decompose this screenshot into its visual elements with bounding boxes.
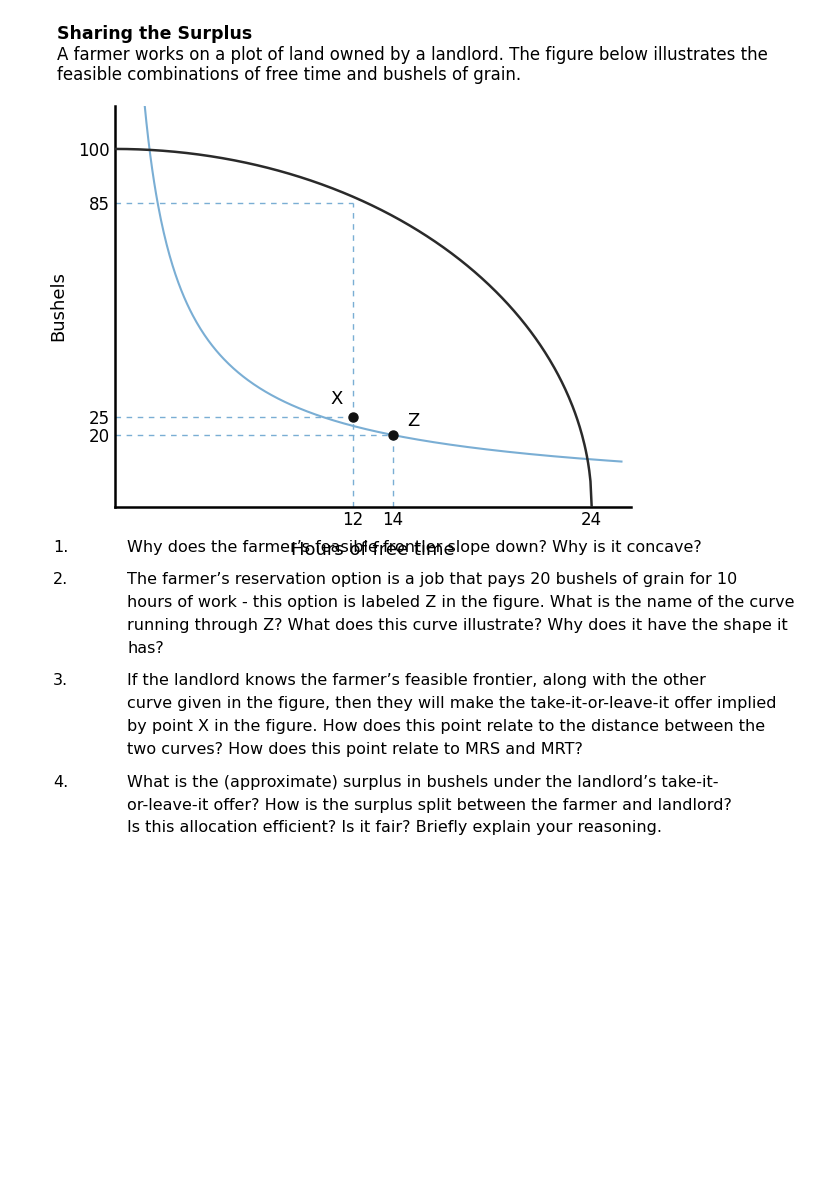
Text: X: X bbox=[331, 390, 343, 409]
Text: 3.: 3. bbox=[53, 674, 68, 688]
Text: If the landlord knows the farmer’s feasible frontier, along with the other: If the landlord knows the farmer’s feasi… bbox=[127, 674, 705, 688]
Text: by point X in the figure. How does this point relate to the distance between the: by point X in the figure. How does this … bbox=[127, 719, 764, 734]
Text: A farmer works on a plot of land owned by a landlord. The figure below illustrat: A farmer works on a plot of land owned b… bbox=[57, 46, 767, 64]
Text: feasible combinations of free time and bushels of grain.: feasible combinations of free time and b… bbox=[57, 66, 521, 84]
Text: Sharing the Surplus: Sharing the Surplus bbox=[57, 25, 252, 42]
Text: The farmer’s reservation option is a job that pays 20 bushels of grain for 10: The farmer’s reservation option is a job… bbox=[127, 571, 736, 587]
Text: 4.: 4. bbox=[53, 775, 69, 789]
Text: or-leave-it offer? How is the surplus split between the farmer and landlord?: or-leave-it offer? How is the surplus sp… bbox=[127, 798, 731, 813]
Text: 1.: 1. bbox=[53, 540, 69, 555]
Text: Z: Z bbox=[406, 411, 419, 430]
X-axis label: Hours of free time: Hours of free time bbox=[291, 541, 455, 558]
Text: has?: has? bbox=[127, 641, 164, 656]
Text: running through Z? What does this curve illustrate? Why does it have the shape i: running through Z? What does this curve … bbox=[127, 617, 787, 633]
Text: Why does the farmer’s feasible frontier slope down? Why is it concave?: Why does the farmer’s feasible frontier … bbox=[127, 540, 701, 555]
Text: 2.: 2. bbox=[53, 571, 69, 587]
Y-axis label: Bushels: Bushels bbox=[49, 271, 67, 342]
Text: two curves? How does this point relate to MRS and MRT?: two curves? How does this point relate t… bbox=[127, 742, 582, 757]
Text: curve given in the figure, then they will make the take-it-or-leave-it offer imp: curve given in the figure, then they wil… bbox=[127, 696, 776, 712]
Text: hours of work - this option is labeled Z in the figure. What is the name of the : hours of work - this option is labeled Z… bbox=[127, 595, 794, 610]
Text: Is this allocation efficient? Is it fair? Briefly explain your reasoning.: Is this allocation efficient? Is it fair… bbox=[127, 821, 661, 835]
Text: What is the (approximate) surplus in bushels under the landlord’s take-it-: What is the (approximate) surplus in bus… bbox=[127, 775, 717, 789]
